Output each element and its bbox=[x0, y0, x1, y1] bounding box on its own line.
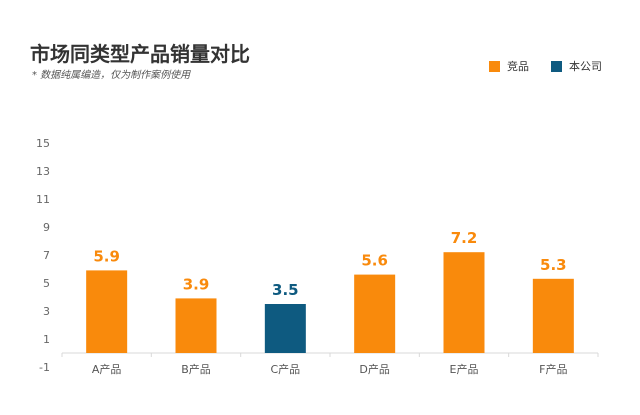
legend-swatch-competitor bbox=[489, 60, 500, 72]
bar-C产品 bbox=[264, 304, 306, 353]
y-tick-label: 3 bbox=[43, 305, 50, 318]
y-tick-label: 9 bbox=[43, 221, 50, 234]
x-tick-label: D产品 bbox=[359, 362, 389, 376]
y-tick-label: 1 bbox=[43, 333, 50, 346]
legend-label-company: 本公司 bbox=[569, 60, 602, 73]
y-tick-label: 11 bbox=[36, 193, 50, 206]
y-tick-label: 15 bbox=[36, 137, 50, 150]
x-tick-label: C产品 bbox=[270, 362, 300, 376]
bar-D产品 bbox=[354, 274, 396, 353]
chart-title: 市场同类型产品销量对比 bbox=[30, 42, 250, 66]
y-tick-label: -1 bbox=[39, 361, 50, 374]
legend-swatch-company bbox=[551, 60, 562, 72]
y-tick-label: 5 bbox=[43, 277, 50, 290]
y-tick-label: 13 bbox=[36, 165, 50, 178]
x-tick-label: E产品 bbox=[450, 362, 479, 376]
legend: 竞品 本公司 bbox=[489, 58, 624, 74]
x-tick-label: A产品 bbox=[92, 362, 122, 376]
data-label: 5.6 bbox=[361, 252, 388, 270]
data-label: 3.5 bbox=[272, 281, 299, 299]
legend-item-company: 本公司 bbox=[551, 58, 602, 74]
data-label: 7.2 bbox=[451, 229, 478, 247]
bar-A产品 bbox=[86, 270, 128, 353]
data-label: 3.9 bbox=[183, 275, 210, 293]
x-tick-label: F产品 bbox=[539, 362, 567, 376]
data-label: 5.9 bbox=[93, 247, 120, 265]
chart-subtitle: * 数据纯属编造，仅为制作案例使用 bbox=[32, 70, 191, 81]
y-tick-label: 7 bbox=[43, 249, 50, 262]
x-tick-label: B产品 bbox=[181, 362, 211, 376]
data-label: 5.3 bbox=[540, 256, 567, 274]
legend-label-competitor: 竞品 bbox=[507, 60, 529, 73]
bar-B产品 bbox=[175, 298, 217, 353]
bar-E产品 bbox=[443, 252, 485, 353]
legend-item-competitor: 竞品 bbox=[489, 58, 529, 74]
bar-F产品 bbox=[532, 278, 574, 353]
